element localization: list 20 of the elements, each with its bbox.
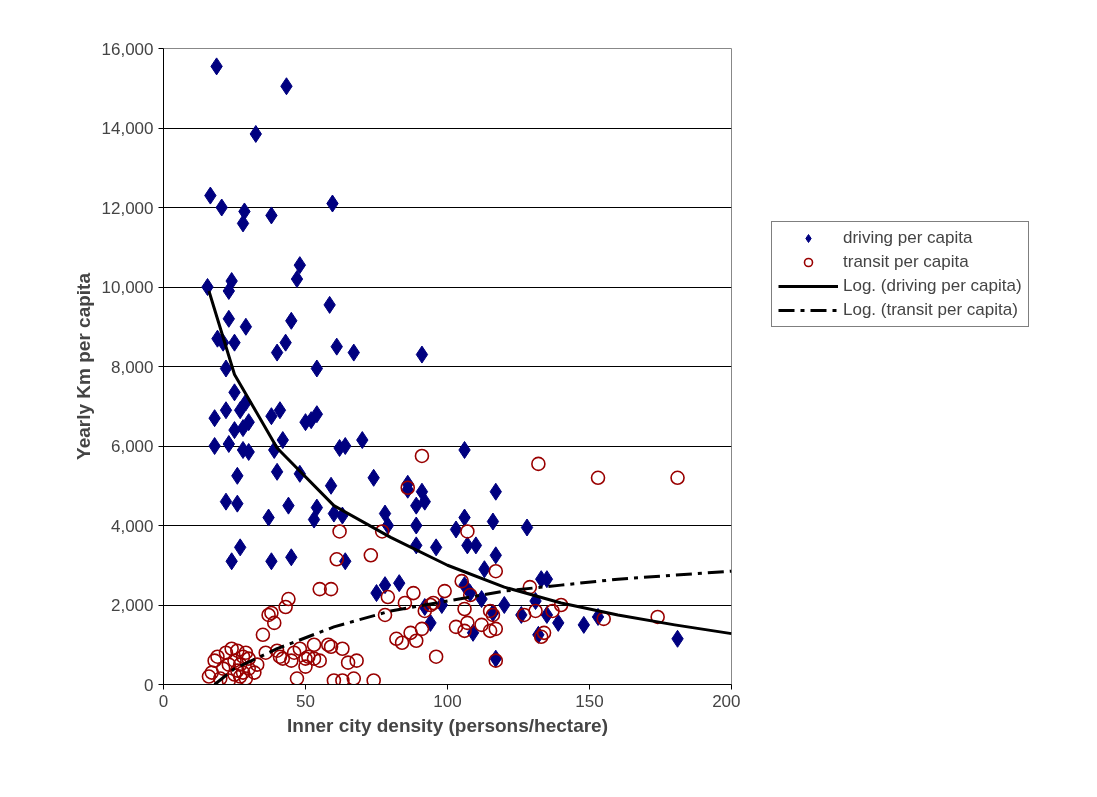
x-tick-label: 50 bbox=[296, 691, 315, 711]
y-tick-label: 12,000 bbox=[101, 198, 154, 218]
legend-label: Log. (driving per capita) bbox=[843, 276, 1022, 296]
y-tick-label: 2,000 bbox=[110, 596, 154, 615]
x-tick-label: 150 bbox=[575, 691, 604, 711]
y-tick-label: 16,000 bbox=[101, 39, 154, 59]
y-tick-label: 6,000 bbox=[110, 437, 154, 456]
x-tick-label: 0 bbox=[158, 691, 169, 711]
x-axis-title: Inner city density (persons/hectare) bbox=[287, 714, 609, 736]
legend-label: Log. (transit per capita) bbox=[843, 300, 1018, 320]
y-axis-title: Yearly Km per capita bbox=[72, 272, 94, 460]
legend-label: driving per capita bbox=[843, 228, 973, 248]
y-tick-label: 4,000 bbox=[110, 516, 154, 536]
x-tick-label: 100 bbox=[433, 691, 462, 711]
y-tick-label: 10,000 bbox=[101, 278, 154, 297]
y-tick-label: 8,000 bbox=[110, 357, 154, 377]
legend-label: transit per capita bbox=[843, 252, 969, 272]
y-tick-label: 14,000 bbox=[101, 119, 154, 138]
x-tick-label: 200 bbox=[712, 691, 741, 711]
y-tick-label: 0 bbox=[144, 675, 154, 695]
